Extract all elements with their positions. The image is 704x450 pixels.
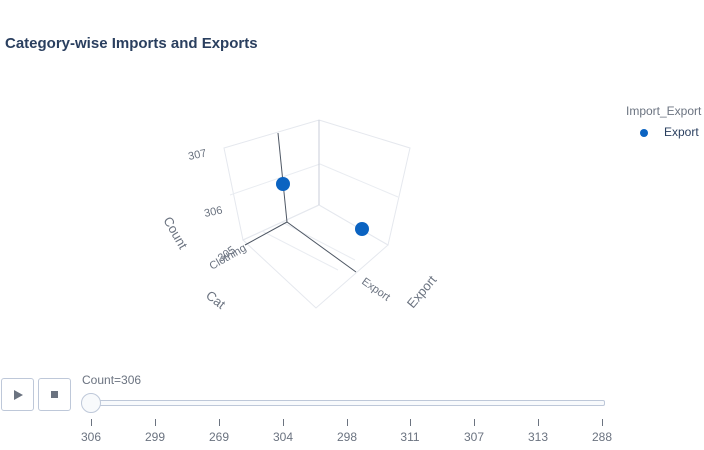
z-tick-label: 306 — [203, 204, 223, 220]
slider-tick-label[interactable]: 311 — [400, 430, 420, 444]
grid-line — [319, 163, 399, 198]
scene-3d[interactable]: 307 306 305 Clothing Export Count Cat Ex… — [0, 0, 704, 370]
data-point[interactable] — [355, 222, 369, 236]
legend: Import_Export Export — [626, 104, 704, 140]
chart-title: Category-wise Imports and Exports — [5, 35, 258, 52]
slider-tick — [538, 419, 539, 426]
back-wall-left — [223, 119, 320, 241]
play-button[interactable] — [1, 378, 34, 411]
stop-icon — [51, 391, 58, 398]
slider-tick — [155, 419, 156, 426]
x-axis-line — [286, 221, 357, 273]
scene-grid — [223, 119, 411, 309]
slider-tick-label[interactable]: 306 — [80, 430, 102, 444]
data-point[interactable] — [276, 177, 290, 191]
slider-tick-label[interactable]: 269 — [208, 430, 230, 444]
data-points — [276, 177, 369, 236]
x-tick-label: Export — [359, 276, 392, 304]
slider-handle[interactable] — [81, 393, 101, 413]
slider-tick — [347, 419, 348, 426]
grid-line — [261, 230, 339, 271]
slider-current-value: Count=306 — [82, 373, 142, 387]
x-axis-title: Export — [404, 272, 440, 311]
grid-line — [281, 221, 356, 261]
play-icon — [14, 390, 23, 400]
slider-tick — [410, 419, 411, 426]
z-axis-title: Count — [160, 214, 191, 252]
slider-tick-label[interactable]: 299 — [144, 430, 166, 444]
legend-marker — [640, 129, 648, 137]
slider-tick-label[interactable]: 313 — [527, 430, 549, 444]
slider-tick — [474, 419, 475, 426]
z-tick-labels: 307 306 305 — [187, 147, 238, 264]
legend-item-export[interactable]: Export — [626, 124, 704, 140]
stop-button[interactable] — [38, 378, 71, 411]
slider-tick — [283, 419, 284, 426]
y-axis-title: Cat — [203, 288, 228, 313]
slider-tick-label[interactable]: 307 — [463, 430, 485, 444]
z-tick-label: 307 — [187, 147, 207, 163]
slider-tick — [219, 419, 220, 426]
slider-tick — [602, 419, 603, 426]
grid-line — [229, 163, 321, 196]
slider-tick-label[interactable]: 298 — [336, 430, 358, 444]
slider-tick-label[interactable]: 288 — [591, 430, 613, 444]
y-axis-line — [244, 221, 288, 246]
slider-track[interactable] — [88, 400, 605, 406]
slider-tick-label[interactable]: 304 — [272, 430, 294, 444]
slider-tick — [91, 419, 92, 426]
floor-plane — [242, 204, 389, 309]
legend-title: Import_Export — [626, 104, 702, 118]
legend-label: Export — [664, 125, 699, 139]
